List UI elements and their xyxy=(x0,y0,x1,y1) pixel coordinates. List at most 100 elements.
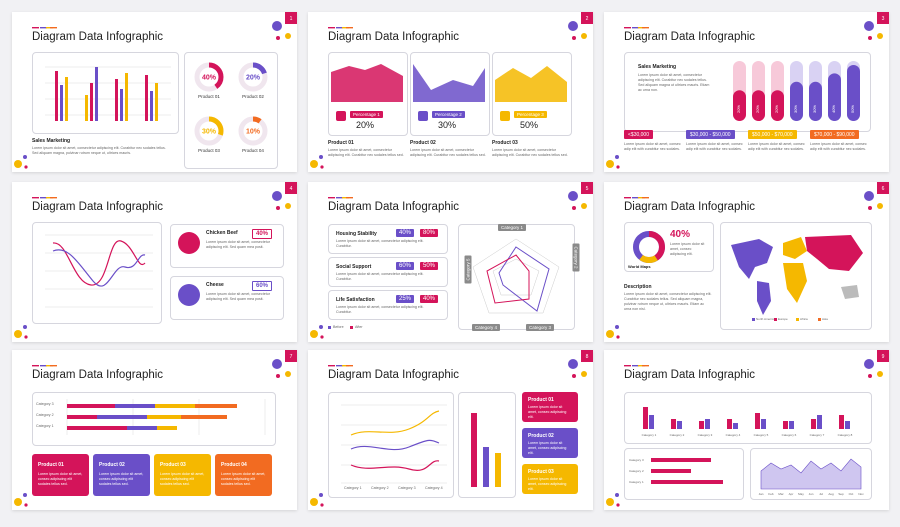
slide-title: Diagram Data Infographic xyxy=(624,31,756,43)
card-body: Lorem ipsum dolor sit amet, consec adipi… xyxy=(528,405,567,419)
slide: 20% 20% 20% 30% 30% 40% 50% Sales Marketing Lo… xyxy=(604,12,889,172)
item-value: 60% xyxy=(252,281,273,291)
card-body: Lorem ipsum dolor sit amet, consectetur … xyxy=(328,148,404,157)
range-tag: $30,000 - $50,000 xyxy=(686,130,735,139)
bar xyxy=(677,421,682,429)
slide-number: 4 xyxy=(290,186,293,192)
bar xyxy=(727,419,732,429)
bar xyxy=(651,458,711,462)
donut-arc xyxy=(238,62,268,92)
row-name: Life Satisfaction xyxy=(336,297,375,303)
line-chart xyxy=(341,404,447,484)
accent-line xyxy=(40,197,47,199)
dot xyxy=(581,203,587,209)
item-body: Lorem ipsum dolor sit amet, consectetur … xyxy=(206,240,270,249)
dot xyxy=(285,33,291,39)
donut-arc xyxy=(194,62,224,92)
area xyxy=(495,66,567,102)
body: Lorem ipsum dolor sit amet, consectetur … xyxy=(32,146,166,155)
bar xyxy=(705,419,710,429)
card-value: 30% xyxy=(438,120,457,130)
area-box: Jan Feb Mar Apr May Jun Jul Aug Sep Oct Nov xyxy=(750,448,872,500)
slide-title: Diagram Data Infographic xyxy=(624,369,756,381)
pill-fill xyxy=(828,73,841,121)
month-label: Feb xyxy=(768,492,774,496)
radar xyxy=(472,238,560,314)
card-name: Product 02 xyxy=(528,433,554,439)
category-label: Category 1 xyxy=(629,480,644,484)
stacked-bars xyxy=(66,399,266,435)
bar xyxy=(839,415,844,429)
stat: 40% xyxy=(670,229,691,240)
dot xyxy=(616,335,620,339)
dot xyxy=(14,160,22,168)
line-chart xyxy=(45,234,153,308)
heading: Sales Marketing xyxy=(32,138,71,144)
stat-body: Lorem ipsum dolor sit amet, consec adipi… xyxy=(670,242,705,256)
row-name: Housing Stability xyxy=(336,231,377,237)
slide-number: 6 xyxy=(882,186,885,192)
category-label: Category 8 xyxy=(838,433,853,437)
icon xyxy=(178,232,200,254)
category-label: Category 4 xyxy=(425,486,443,490)
category-label: Category 1 xyxy=(344,486,362,490)
card xyxy=(522,464,578,494)
pill-fill xyxy=(809,81,822,121)
axis-label: Category 4 xyxy=(472,324,501,331)
category-label: Category 4 xyxy=(726,433,741,437)
pill-fill xyxy=(771,90,784,121)
before: 40% xyxy=(396,229,415,237)
bar-chart xyxy=(45,66,171,121)
dot xyxy=(606,330,614,338)
badge xyxy=(285,350,297,362)
card-tag: Percentage 1 xyxy=(350,111,383,118)
accent-line xyxy=(32,365,39,367)
dot xyxy=(616,165,620,169)
row-body: Lorem ipsum dolor sit amet, consectetur … xyxy=(336,272,424,281)
pills: 20% 20% 20% 30% 30% 40% 50% xyxy=(733,61,860,121)
accent-line xyxy=(328,197,335,199)
slide-title: Diagram Data Infographic xyxy=(328,369,460,381)
accent-line xyxy=(632,365,639,367)
dot xyxy=(864,359,874,369)
area-shape xyxy=(413,64,485,102)
accent-line xyxy=(50,197,57,199)
after: 80% xyxy=(420,229,439,237)
dot xyxy=(615,325,619,329)
body: Lorem ipsum dolor sit amet, consectetur … xyxy=(624,292,712,311)
donuts: 40% Product 01 20% Product 02 30% Product 03 1… xyxy=(194,62,268,153)
category-label: Category 2 xyxy=(36,413,54,417)
range-tag: <$30,000 xyxy=(624,130,653,139)
row-body: Lorem ipsum dolor sit amet, consectetur … xyxy=(336,239,424,248)
accent-line xyxy=(50,27,57,29)
slide-number: 9 xyxy=(882,354,885,360)
badge xyxy=(877,182,889,194)
slide: Category 1 Category 2 Category 3 Category 4… xyxy=(604,350,889,510)
heading: Description xyxy=(624,284,652,290)
dot xyxy=(877,33,883,39)
dot xyxy=(581,371,587,377)
dot xyxy=(276,36,280,40)
map-box xyxy=(720,222,872,330)
body: Lorem ipsum dolor sit amet, consectetur … xyxy=(638,73,710,92)
dot xyxy=(319,155,323,159)
month-label: Oct xyxy=(849,492,854,496)
stacked-bar-box xyxy=(32,392,276,446)
bar-chart-box xyxy=(32,52,179,134)
slide-title: Diagram Data Infographic xyxy=(32,201,164,213)
month-label: Sep xyxy=(838,492,844,496)
bar xyxy=(755,413,760,429)
month-label: Jan xyxy=(759,492,764,496)
area-shape xyxy=(331,64,403,102)
accent-line xyxy=(46,27,53,29)
slide-number: 5 xyxy=(586,186,589,192)
dot xyxy=(14,330,22,338)
hbar-box: Category 3 Category 2 Category 1 xyxy=(624,448,744,500)
badge xyxy=(877,12,889,24)
bars: Category 1 Category 2 Category 3 Category 4… xyxy=(642,407,853,437)
dot xyxy=(572,374,576,378)
dot xyxy=(616,503,620,507)
pill-label: 20% xyxy=(736,105,741,113)
month-label: May xyxy=(798,492,804,496)
accent-line xyxy=(632,197,639,199)
